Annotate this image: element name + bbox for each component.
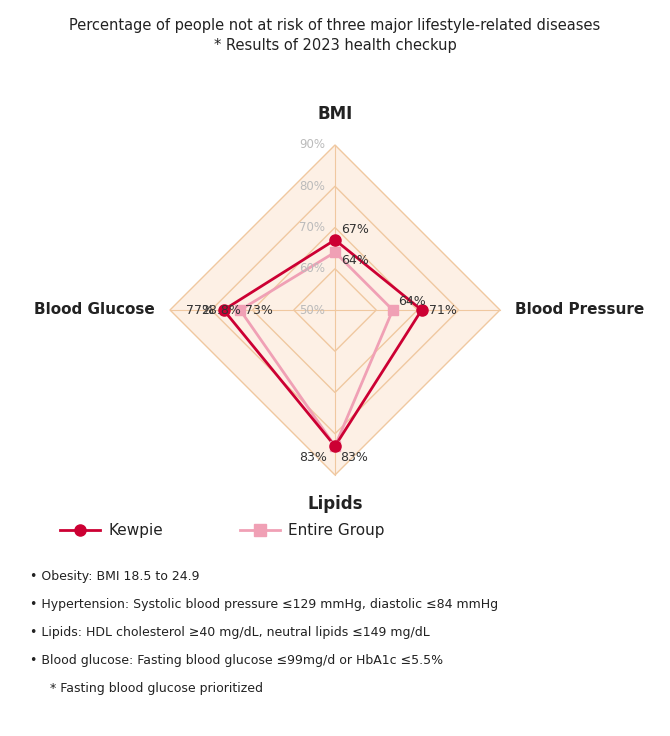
Text: * Fasting blood glucose prioritized: * Fasting blood glucose prioritized: [30, 682, 263, 695]
Text: Percentage of people not at risk of three major lifestyle-related diseases: Percentage of people not at risk of thre…: [70, 18, 600, 33]
Text: 77%: 77%: [186, 303, 214, 316]
Text: 60%: 60%: [299, 262, 325, 275]
Text: Blood Pressure: Blood Pressure: [515, 302, 645, 317]
Text: 70%: 70%: [299, 221, 325, 234]
Text: 80%: 80%: [299, 180, 325, 193]
Text: Kewpie: Kewpie: [108, 523, 163, 537]
Text: 73%: 73%: [245, 303, 273, 316]
Text: • Lipids: HDL cholesterol ≥40 mg/dL, neutral lipids ≤149 mg/dL: • Lipids: HDL cholesterol ≥40 mg/dL, neu…: [30, 626, 429, 639]
Text: 67%: 67%: [341, 223, 369, 236]
Polygon shape: [293, 269, 377, 351]
Text: Blood Glucose: Blood Glucose: [34, 302, 155, 317]
Text: 90%: 90%: [299, 138, 325, 152]
Text: 71%: 71%: [429, 303, 456, 316]
Text: • Obesity: BMI 18.5 to 24.9: • Obesity: BMI 18.5 to 24.9: [30, 570, 200, 583]
Polygon shape: [253, 227, 417, 392]
Polygon shape: [211, 186, 459, 434]
Polygon shape: [170, 145, 500, 475]
Text: 28.8%: 28.8%: [200, 303, 241, 316]
Text: 64%: 64%: [398, 295, 425, 308]
Text: * Results of 2023 health checkup: * Results of 2023 health checkup: [214, 38, 456, 53]
Text: 64%: 64%: [341, 254, 369, 267]
Text: Lipids: Lipids: [308, 495, 362, 513]
Text: Entire Group: Entire Group: [288, 523, 385, 537]
Text: • Hypertension: Systolic blood pressure ≤129 mmHg, diastolic ≤84 mmHg: • Hypertension: Systolic blood pressure …: [30, 598, 498, 611]
Text: 50%: 50%: [299, 303, 325, 316]
Text: • Blood glucose: Fasting blood glucose ≤99mg/d or HbA1c ≤5.5%: • Blood glucose: Fasting blood glucose ≤…: [30, 654, 443, 667]
Text: 83%: 83%: [299, 451, 327, 464]
Text: BMI: BMI: [318, 105, 352, 123]
Text: 83%: 83%: [340, 451, 368, 464]
